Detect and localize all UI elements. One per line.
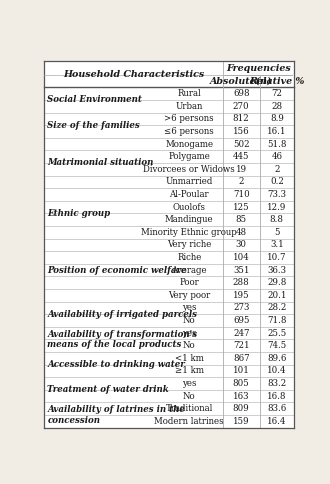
Text: Ethnic group: Ethnic group (48, 209, 111, 218)
Text: ≤6 persons: ≤6 persons (164, 127, 214, 136)
Text: 46: 46 (271, 152, 282, 161)
Text: 85: 85 (236, 215, 247, 224)
Text: 10.4: 10.4 (267, 366, 286, 376)
Text: <1 km: <1 km (175, 354, 204, 363)
Text: Minority Ethnic group: Minority Ethnic group (141, 228, 237, 237)
Text: 28: 28 (271, 102, 282, 111)
Text: 125: 125 (233, 203, 249, 212)
Text: 10.7: 10.7 (267, 253, 286, 262)
Text: 809: 809 (233, 404, 249, 413)
Text: 698: 698 (233, 89, 249, 98)
Text: 0.2: 0.2 (270, 177, 284, 186)
Text: yes: yes (182, 329, 197, 338)
Text: Availability of transformation's
means of the local products: Availability of transformation's means o… (48, 330, 198, 349)
Text: Rural: Rural (178, 89, 201, 98)
Text: 8.9: 8.9 (270, 114, 284, 123)
Text: 73.3: 73.3 (267, 190, 286, 199)
Text: 71.8: 71.8 (267, 316, 286, 325)
Text: 12.9: 12.9 (267, 203, 286, 212)
Text: Traditional: Traditional (166, 404, 213, 413)
Text: >6 persons: >6 persons (164, 114, 214, 123)
Text: 101: 101 (233, 366, 249, 376)
Text: No: No (183, 392, 196, 401)
Text: ≥1 km: ≥1 km (175, 366, 204, 376)
Text: Poor: Poor (180, 278, 199, 287)
Text: 19: 19 (236, 165, 247, 174)
Text: 5: 5 (274, 228, 280, 237)
Text: 195: 195 (233, 291, 249, 300)
Text: 3.1: 3.1 (270, 241, 284, 249)
Text: 104: 104 (233, 253, 249, 262)
Text: Treatment of water drink: Treatment of water drink (48, 385, 169, 394)
Text: 89.6: 89.6 (267, 354, 286, 363)
Text: 29.8: 29.8 (267, 278, 286, 287)
Text: Household Characteristics: Household Characteristics (63, 70, 204, 79)
Text: Polygame: Polygame (168, 152, 210, 161)
Text: 83.6: 83.6 (267, 404, 286, 413)
Text: Modern latrines: Modern latrines (154, 417, 224, 426)
Text: yes: yes (182, 303, 197, 313)
Text: 159: 159 (233, 417, 249, 426)
Text: Riche: Riche (177, 253, 201, 262)
Text: Matrimonial situation: Matrimonial situation (48, 158, 154, 167)
Text: yes: yes (182, 379, 197, 388)
Text: No: No (183, 316, 196, 325)
Text: 502: 502 (233, 139, 249, 149)
Text: Accessible to drinking water: Accessible to drinking water (48, 360, 185, 369)
Text: 8.8: 8.8 (270, 215, 284, 224)
Text: 28.2: 28.2 (267, 303, 286, 313)
Text: 30: 30 (236, 241, 247, 249)
Text: 445: 445 (233, 152, 249, 161)
Text: 721: 721 (233, 341, 249, 350)
Text: 247: 247 (233, 329, 249, 338)
Text: 16.8: 16.8 (267, 392, 286, 401)
Text: 805: 805 (233, 379, 249, 388)
Text: Frequencies: Frequencies (226, 63, 291, 73)
Text: 273: 273 (233, 303, 249, 313)
Text: 270: 270 (233, 102, 249, 111)
Text: 20.1: 20.1 (267, 291, 286, 300)
Text: 351: 351 (233, 266, 249, 274)
Text: Al-Poular: Al-Poular (170, 190, 209, 199)
Text: Very riche: Very riche (167, 241, 212, 249)
Text: Urban: Urban (176, 102, 203, 111)
Text: 16.1: 16.1 (267, 127, 286, 136)
Text: 710: 710 (233, 190, 249, 199)
Text: Divorcees or Widows: Divorcees or Widows (144, 165, 235, 174)
Text: 25.5: 25.5 (267, 329, 286, 338)
Text: 288: 288 (233, 278, 249, 287)
Text: 867: 867 (233, 354, 249, 363)
Text: Position of economic welfare: Position of economic welfare (48, 266, 187, 274)
Text: Availability of latrines in the
concession: Availability of latrines in the concessi… (48, 406, 185, 425)
Text: 163: 163 (233, 392, 249, 401)
Text: 2: 2 (274, 165, 280, 174)
Text: Availability of irrigated parcels: Availability of irrigated parcels (48, 310, 197, 319)
Text: 36.3: 36.3 (267, 266, 286, 274)
Text: Size of the families: Size of the families (48, 121, 140, 130)
Text: Mandingue: Mandingue (165, 215, 214, 224)
Text: Ouolofs: Ouolofs (173, 203, 206, 212)
Text: Relative %: Relative % (249, 76, 305, 86)
Text: Very poor: Very poor (168, 291, 211, 300)
Text: 16.4: 16.4 (267, 417, 286, 426)
Text: 695: 695 (233, 316, 249, 325)
Text: Absolute(n): Absolute(n) (210, 76, 273, 86)
Text: 51.8: 51.8 (267, 139, 286, 149)
Text: No: No (183, 341, 196, 350)
Text: Unmarried: Unmarried (166, 177, 213, 186)
Text: 83.2: 83.2 (267, 379, 286, 388)
Text: 156: 156 (233, 127, 249, 136)
Text: Average: Average (172, 266, 207, 274)
Text: 812: 812 (233, 114, 249, 123)
Text: 2: 2 (239, 177, 244, 186)
Text: Monogame: Monogame (165, 139, 213, 149)
Text: Social Environment: Social Environment (48, 95, 142, 105)
Text: 74.5: 74.5 (267, 341, 286, 350)
Text: 72: 72 (271, 89, 282, 98)
Text: 48: 48 (236, 228, 247, 237)
